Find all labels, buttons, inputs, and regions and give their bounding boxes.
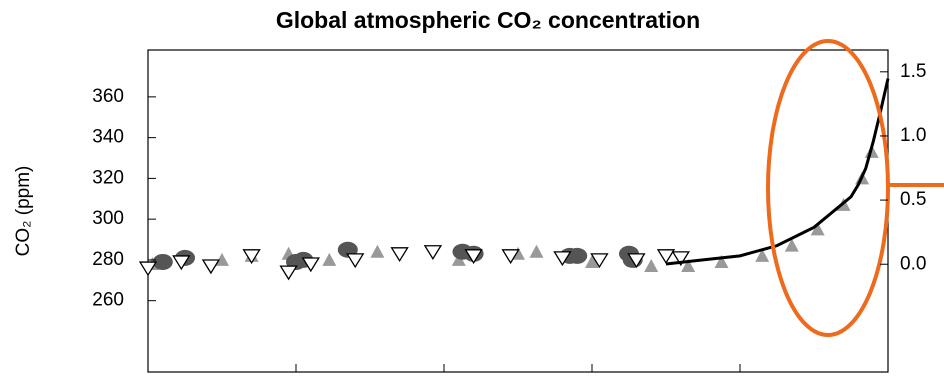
data-point	[201, 259, 221, 275]
y-tick-label: 300	[92, 208, 124, 229]
data-point	[590, 253, 609, 269]
data-point	[423, 245, 443, 260]
y2-tick-label: 0.5	[900, 189, 926, 210]
data-point	[681, 259, 696, 273]
data-point	[451, 252, 466, 266]
data-point	[644, 259, 659, 273]
data-point	[152, 253, 173, 270]
data-point	[172, 255, 191, 271]
y-tick-label: 260	[92, 290, 124, 311]
data-point	[529, 244, 544, 258]
data-point	[810, 222, 825, 236]
data-point	[138, 261, 158, 277]
data-point	[755, 248, 770, 262]
data-point	[567, 247, 588, 264]
y2-tick-label: 0.0	[900, 253, 926, 274]
data-point	[279, 265, 298, 281]
data-point	[370, 244, 385, 258]
y2-tick-label: 1.5	[900, 61, 926, 82]
data-point	[553, 251, 572, 267]
data-point	[346, 253, 365, 269]
plot-frame	[147, 49, 889, 373]
y-tick-label: 340	[92, 127, 124, 148]
data-point	[627, 253, 646, 269]
chart-title: Global atmospheric CO₂ concentration	[276, 7, 700, 33]
data-point	[671, 251, 690, 267]
y-tick-label: 360	[92, 86, 124, 107]
data-point	[215, 252, 229, 266]
data-point	[390, 247, 409, 263]
data-point	[656, 249, 676, 265]
data-point	[585, 254, 599, 268]
y-tick-label: 320	[92, 167, 124, 188]
data-point	[242, 249, 261, 265]
line-series	[665, 78, 890, 266]
data-point	[501, 249, 520, 265]
highlight-ellipse	[766, 39, 890, 337]
data-point	[322, 252, 337, 266]
y-axis-label: CO₂ (ppm)	[13, 166, 34, 257]
y-tick-label: 280	[92, 249, 124, 270]
data-point	[301, 257, 320, 273]
y2-tick-label: 1.0	[900, 125, 926, 146]
data-point	[464, 249, 483, 265]
plot-area	[138, 78, 890, 281]
data-point	[714, 254, 729, 268]
data-point	[784, 238, 799, 252]
